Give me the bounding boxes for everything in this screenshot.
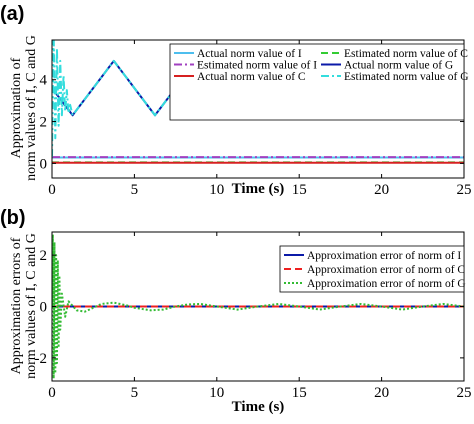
legend-entry-label: Actual norm value of I bbox=[197, 48, 302, 60]
legend-box bbox=[169, 43, 465, 121]
legend-entry-label: Estimated norm value of G bbox=[344, 71, 469, 83]
x-tick-label: 5 bbox=[131, 385, 139, 401]
panel-b-label: (b) bbox=[0, 207, 26, 229]
legend-entry-label: Approximation error of norm of I bbox=[307, 250, 461, 262]
chart-panel-b: 0 5 10 15 20 25 -2 0 2 Time (s) Approximation erro… bbox=[9, 231, 472, 415]
x-tick-label: 5 bbox=[131, 182, 139, 198]
x-tick-label: 10 bbox=[209, 182, 224, 198]
legend-entry-label: Estimated norm value of I bbox=[197, 60, 317, 72]
x-tick-label: 25 bbox=[457, 182, 472, 198]
x-tick-label: 15 bbox=[292, 182, 307, 198]
legend: Approximation error of norm of I Approxim… bbox=[279, 245, 466, 293]
legend-entry-label: Estimated norm value of C bbox=[344, 48, 468, 60]
y-tick-label: 4 bbox=[40, 73, 48, 89]
x-tick-label: 0 bbox=[48, 385, 56, 401]
x-tick-label: 20 bbox=[374, 182, 389, 198]
x-axis-label: Time (s) bbox=[232, 399, 285, 415]
legend-entry-label: Approximation error of norm of G bbox=[307, 278, 466, 290]
x-axis-label: Time (s) bbox=[232, 181, 285, 197]
y-tick-label: 2 bbox=[40, 248, 48, 264]
x-tick-label: 0 bbox=[48, 182, 56, 198]
x-tick-label: 15 bbox=[292, 385, 307, 401]
y-tick-label: -2 bbox=[35, 351, 48, 367]
y-tick-label: 0 bbox=[40, 300, 48, 316]
legend-entry-label: Actual norm value of C bbox=[197, 71, 306, 83]
series-group bbox=[52, 233, 464, 380]
legend: Actual norm value of I Estimated norm val… bbox=[169, 43, 469, 121]
x-tick-label: 20 bbox=[374, 385, 389, 401]
panel-a-label: (a) bbox=[0, 3, 24, 25]
y-axis-label: Approximation ofnorm values of I, C and … bbox=[9, 35, 39, 181]
x-tick-label: 10 bbox=[209, 385, 224, 401]
legend-entry-label: Actual norm value of G bbox=[344, 60, 453, 72]
chart-panel-a: 0 5 10 15 20 25 0 2 4 Time (s) Approximation ofnor… bbox=[9, 35, 472, 198]
legend-box bbox=[279, 245, 465, 293]
x-tick-label: 25 bbox=[457, 385, 472, 401]
legend-entry-label: Approximation error of norm of C bbox=[307, 264, 465, 276]
y-axis-label: Approximation errors ofnorm values of I,… bbox=[9, 233, 39, 379]
series-line-3 bbox=[52, 233, 464, 380]
y-tick-label: 2 bbox=[40, 115, 48, 131]
y-tick-label: 0 bbox=[40, 156, 48, 172]
